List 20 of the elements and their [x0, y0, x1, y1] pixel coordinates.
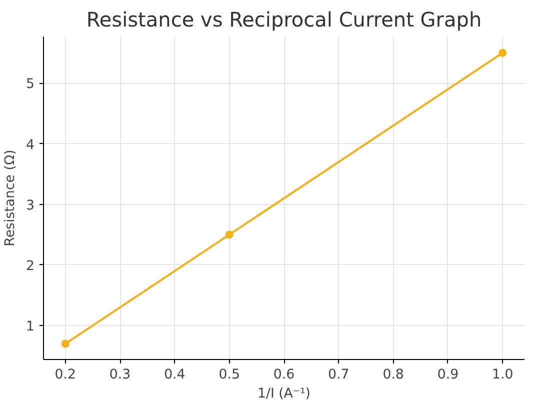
x-tick-label: 1.0 — [492, 368, 514, 382]
y-tick-label: 5 — [26, 77, 35, 92]
x-tick-label: 0.4 — [164, 368, 186, 382]
x-tick-label: 0.6 — [273, 368, 295, 382]
y-axis-title: Resistance (Ω) — [3, 150, 18, 246]
x-tick-label: 0.2 — [54, 368, 76, 382]
x-tick-label: 0.5 — [218, 368, 240, 382]
point — [225, 230, 234, 239]
x-tick-label: 0.9 — [437, 368, 459, 382]
y-tick-label: 2 — [26, 258, 35, 274]
x-tick-label: 0.8 — [382, 368, 404, 382]
x-tick-label: 0.3 — [109, 368, 131, 382]
y-tick-label: 1 — [26, 320, 35, 335]
y-tick-label: 3 — [26, 198, 35, 214]
point — [61, 340, 70, 348]
point — [498, 48, 507, 57]
y-tick-label: 4 — [26, 138, 35, 153]
x-tick-label: 0.7 — [328, 368, 350, 382]
chart-title: Resistance vs Reciprocal Current Graph — [86, 8, 482, 32]
x-axis-title: 1/I (A⁻¹) — [257, 386, 311, 402]
